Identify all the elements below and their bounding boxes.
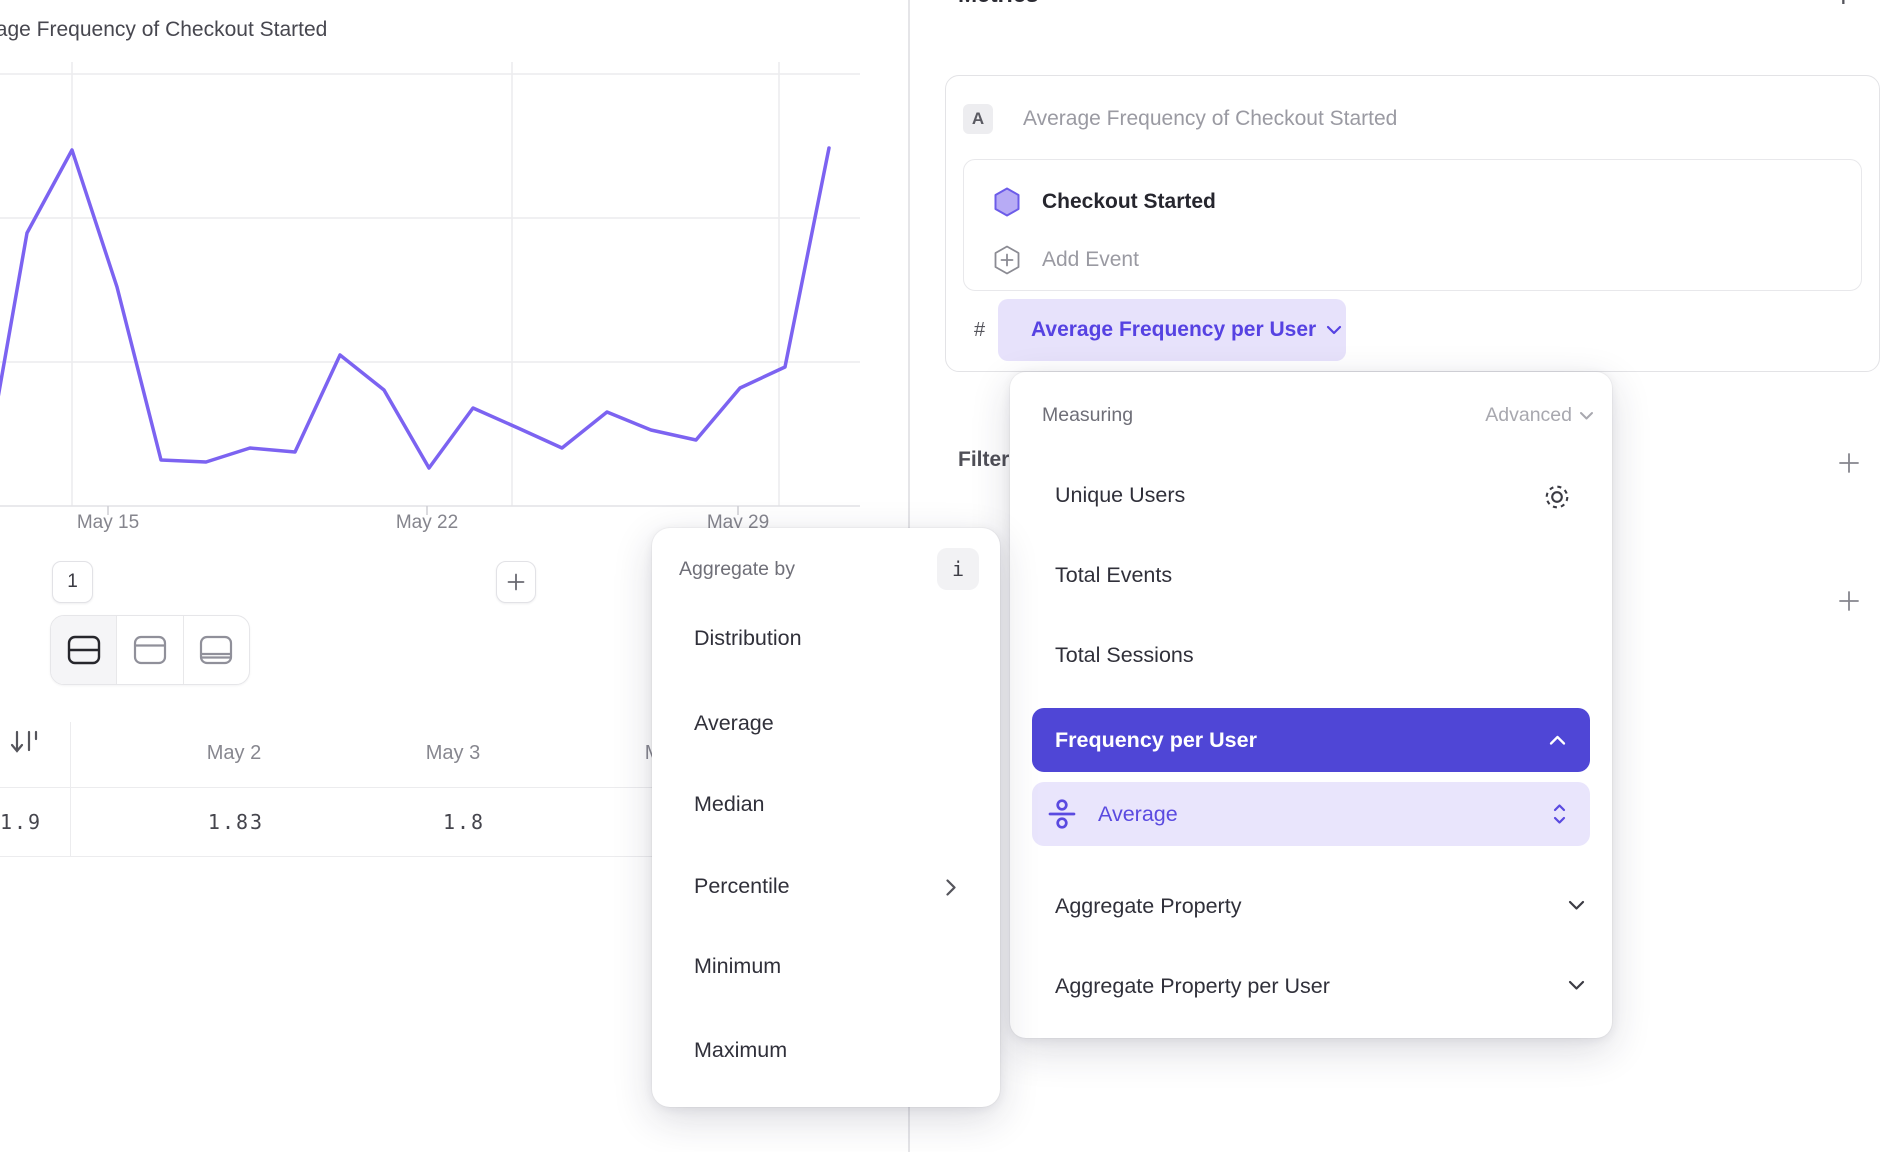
table-column-divider <box>70 722 71 857</box>
aggregate-by-header: Aggregate by <box>679 558 796 580</box>
menu-item-total-sessions[interactable]: Total Sessions <box>1055 643 1194 667</box>
advanced-toggle[interactable]: Advanced <box>1485 404 1594 427</box>
chevron-down-icon <box>1327 325 1342 335</box>
menu-item-aggregate-property[interactable]: Aggregate Property <box>1055 894 1242 918</box>
metrics-section-title: Metrics <box>958 0 1039 8</box>
event-name: Checkout Started <box>1042 190 1216 213</box>
table-cell-value: 1.9 <box>0 810 43 834</box>
event-row-checkout-started[interactable]: Checkout Started <box>994 186 1216 218</box>
add-event-button[interactable]: Add Event <box>994 244 1139 276</box>
aggregate-by-menu: Aggregate by i Distribution Average Medi… <box>652 528 1000 1107</box>
layout-split-rows-icon <box>67 635 100 665</box>
menu-item-total-events[interactable]: Total Events <box>1055 563 1173 587</box>
layout-top-bar-icon <box>133 635 167 665</box>
measuring-menu: Measuring Advanced Unique Users Total Ev… <box>1010 372 1612 1038</box>
filters-section-title: Filters <box>958 448 1022 471</box>
menu-item-maximum[interactable]: Maximum <box>694 1038 788 1062</box>
menu-item-aggregate-property-per-user[interactable]: Aggregate Property per User <box>1055 974 1330 998</box>
menu-item-unique-users[interactable]: Unique Users <box>1055 483 1186 507</box>
event-card: Checkout Started Add Event <box>963 159 1862 291</box>
menu-item-median[interactable]: Median <box>694 792 765 816</box>
layout-top-bar-button[interactable] <box>116 616 182 684</box>
frequency-line-chart[interactable] <box>0 0 908 600</box>
measure-dropdown-value: Average Frequency per User <box>1031 318 1317 341</box>
chevron-down-icon <box>1568 980 1585 990</box>
info-icon[interactable]: i <box>937 548 979 590</box>
division-obelus-icon <box>1048 799 1076 829</box>
add-event-label: Add Event <box>1042 248 1139 271</box>
add-breakdown-button[interactable] <box>1838 590 1860 612</box>
granularity-value: 1 <box>67 571 78 592</box>
granularity-button[interactable]: 1 <box>52 561 93 603</box>
table-row-border <box>0 856 908 857</box>
table-cell-value: 1.8 <box>442 810 486 834</box>
menu-item-distribution[interactable]: Distribution <box>694 626 802 650</box>
table-header-border <box>0 787 908 788</box>
measure-dropdown-button[interactable]: Average Frequency per User <box>998 299 1346 361</box>
layout-split-rows-button[interactable] <box>51 616 117 684</box>
menu-item-average[interactable]: Average <box>694 711 774 735</box>
plus-icon <box>507 573 525 591</box>
up-down-chevrons-icon <box>1553 804 1566 824</box>
menu-item-percentile[interactable]: Percentile <box>694 874 790 898</box>
measuring-header: Measuring <box>1042 404 1134 426</box>
sort-icon[interactable] <box>8 726 42 758</box>
sub-selected-label: Average <box>1098 801 1178 826</box>
add-metric-button[interactable]: + <box>1834 0 1853 15</box>
add-chart-button[interactable] <box>496 561 536 603</box>
chart-layout-segmented-control <box>50 615 250 685</box>
metric-title-input[interactable]: Average Frequency of Checkout Started <box>1023 107 1398 130</box>
x-axis-label-may15: May 15 <box>76 512 140 533</box>
table-header-may2[interactable]: May 2 <box>206 742 262 764</box>
layout-bottom-bar-button[interactable] <box>182 616 249 684</box>
measure-hash-prefix: # <box>974 319 986 341</box>
metric-letter-badge: A <box>963 104 993 134</box>
menu-item-frequency-per-user-selected[interactable]: Frequency per User <box>1032 708 1590 772</box>
add-event-hexagon-icon <box>994 245 1020 275</box>
event-hexagon-icon <box>994 187 1020 217</box>
chart-title: Average Frequency of Checkout Started <box>0 18 328 41</box>
menu-item-average-sub-selected[interactable]: Average <box>1032 782 1590 846</box>
chevron-right-icon <box>946 879 956 896</box>
table-cell-value: 1.83 <box>207 810 265 834</box>
table-header-may3[interactable]: May 3 <box>425 742 481 764</box>
metric-card: A Average Frequency of Checkout Started … <box>945 75 1880 372</box>
add-filter-button[interactable] <box>1838 452 1860 474</box>
menu-item-minimum[interactable]: Minimum <box>694 954 782 978</box>
chevron-down-icon <box>1580 411 1593 419</box>
x-axis-label-may22: May 22 <box>395 512 459 533</box>
gear-icon[interactable] <box>1542 482 1572 512</box>
chevron-down-icon <box>1568 900 1585 910</box>
chevron-up-icon <box>1549 735 1566 745</box>
x-axis-label-may29: May 29 <box>706 512 770 533</box>
advanced-label: Advanced <box>1485 404 1572 426</box>
selected-item-label: Frequency per User <box>1055 727 1257 752</box>
layout-bottom-bar-icon <box>200 635 233 665</box>
